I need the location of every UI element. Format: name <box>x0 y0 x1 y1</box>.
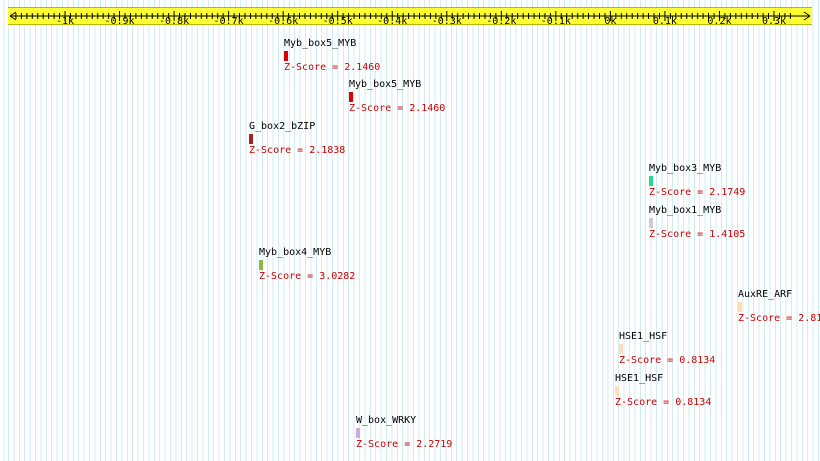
motif-name: Myb_box5_MYB <box>284 38 357 49</box>
motif-zscore: Z-Score = 2.1838 <box>249 145 346 156</box>
tick-label: -0.3k <box>431 16 462 27</box>
motif-zscore: Z-Score = 0.8134 <box>619 355 716 366</box>
tick-label: 0.3k <box>761 16 787 27</box>
motif-bar[interactable] <box>615 386 619 396</box>
motif-zscore: Z-Score = 0.8134 <box>615 397 712 408</box>
motif-bar[interactable] <box>649 218 653 228</box>
motif-name: W_box_WRKY <box>356 415 417 426</box>
tick-label: 0k <box>604 16 617 27</box>
motif-zscore: Z-Score = 1.4105 <box>649 229 746 240</box>
motif-bar[interactable] <box>356 428 360 438</box>
motif-name: Myb_box3_MYB <box>649 163 722 174</box>
motif-name: HSE1_HSF <box>615 373 664 384</box>
tick-label: -0.4k <box>377 16 408 27</box>
motif-zscore: Z-Score = 2.2719 <box>356 439 453 450</box>
tick-label: -0.9k <box>104 16 135 27</box>
motif-name: HSE1_HSF <box>619 331 668 342</box>
motif-bar[interactable] <box>738 302 742 312</box>
tick-label: 0.2k <box>707 16 732 27</box>
motif-zscore: Z-Score = 2.81 <box>738 313 820 324</box>
motif-bar[interactable] <box>349 92 353 102</box>
ruler-ticks <box>9 11 811 21</box>
tick-label: -0.7k <box>213 16 244 27</box>
motif-name: G_box2_bZIP <box>249 121 316 132</box>
position-ruler <box>8 7 812 25</box>
motif-name: AuxRE_ARF <box>738 289 793 300</box>
motif-zscore: Z-Score = 2.1460 <box>284 62 381 73</box>
motif-zscore: Z-Score = 2.1460 <box>349 103 446 114</box>
motif-bar[interactable] <box>249 134 253 144</box>
motif-name: Myb_box1_MYB <box>649 205 722 216</box>
tick-label: -0.6k <box>268 16 299 27</box>
motif-name: Myb_box4_MYB <box>259 247 332 258</box>
motif-bar[interactable] <box>284 51 288 61</box>
motif-zscore: Z-Score = 2.1749 <box>649 187 746 198</box>
motif-bar[interactable] <box>649 176 653 186</box>
motif-bar[interactable] <box>259 260 263 270</box>
tick-label: -0.8k <box>159 16 190 27</box>
tick-label: 0.1k <box>652 16 677 27</box>
motif-bar[interactable] <box>619 344 623 354</box>
tick-label: -1k <box>55 16 75 27</box>
tick-label: -0.1k <box>540 16 571 27</box>
motif-zscore: Z-Score = 3.0282 <box>259 271 356 282</box>
tick-label: -0.2k <box>486 16 517 27</box>
tick-label: -0.5k <box>322 16 353 27</box>
motif-name: Myb_box5_MYB <box>349 79 422 90</box>
